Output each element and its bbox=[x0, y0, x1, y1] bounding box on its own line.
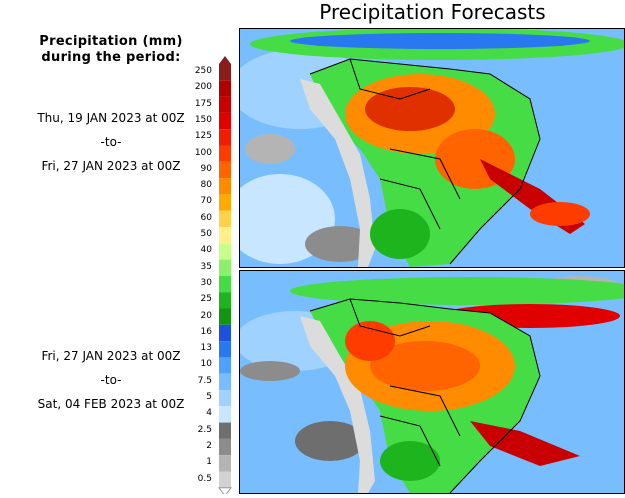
colorbar-top-arrow bbox=[219, 56, 231, 64]
colorbar-swatch bbox=[219, 194, 231, 211]
colorbar-swatch bbox=[219, 259, 231, 276]
period-2-separator: -to- bbox=[100, 373, 122, 387]
legend-title-line-1: Precipitation (mm) bbox=[39, 34, 183, 49]
map-1-dry-patch bbox=[305, 226, 375, 262]
colorbar-bottom-arrow bbox=[218, 487, 232, 497]
colorbar-swatch bbox=[219, 438, 231, 456]
colorbar-swatch bbox=[219, 373, 231, 390]
colorbar-label: 30 bbox=[200, 277, 212, 288]
colorbar-swatch bbox=[219, 471, 231, 488]
map-1-sacz-ocean bbox=[530, 202, 590, 226]
period-1-separator: -to- bbox=[100, 135, 122, 149]
colorbar-swatch bbox=[219, 275, 231, 293]
map-2-south-green bbox=[380, 441, 440, 481]
colorbar-label: 16 bbox=[200, 326, 212, 337]
precipitation-colorbar bbox=[212, 56, 238, 497]
map-1-amazon-core bbox=[365, 87, 455, 131]
forecast-map-period-2 bbox=[239, 270, 625, 494]
colorbar-swatch bbox=[219, 210, 231, 227]
colorbar-label: 35 bbox=[200, 261, 212, 272]
colorbar-swatch bbox=[219, 357, 231, 374]
colorbar-swatch bbox=[219, 178, 231, 195]
colorbar-swatch bbox=[219, 145, 231, 162]
colorbar-swatch bbox=[219, 292, 231, 309]
map-1-borders bbox=[309, 58, 541, 265]
colorbar-swatch bbox=[219, 227, 231, 244]
colorbar-label: 20 bbox=[200, 310, 212, 321]
colorbar-label: 7.5 bbox=[197, 375, 212, 386]
period-1-start: Thu, 19 JAN 2023 at 00Z bbox=[37, 111, 185, 125]
colorbar-swatch bbox=[219, 96, 231, 113]
map-1-dry-patch-2 bbox=[245, 134, 295, 164]
colorbar-label: 40 bbox=[200, 245, 212, 256]
map-2-graphic bbox=[240, 271, 624, 493]
colorbar-label: 80 bbox=[200, 180, 212, 191]
map-2-andes-dry bbox=[300, 316, 375, 493]
colorbar-label: 100 bbox=[194, 147, 212, 158]
colorbar-swatch bbox=[219, 80, 231, 97]
map-1-itcz-core bbox=[290, 33, 590, 49]
map-2-west-amazon bbox=[345, 321, 395, 361]
colorbar-label: 5 bbox=[206, 392, 212, 402]
colorbar-swatch bbox=[219, 406, 231, 423]
colorbar-label: 250 bbox=[194, 66, 212, 76]
colorbar-swatch bbox=[219, 390, 231, 407]
period-1-end: Fri, 27 JAN 2023 at 00Z bbox=[41, 159, 181, 173]
map-1-south-green bbox=[370, 209, 430, 259]
page-title: Precipitation Forecasts bbox=[319, 0, 546, 24]
colorbar-label: 10 bbox=[200, 359, 212, 370]
map-2-amazon-core bbox=[370, 341, 480, 391]
colorbar-graphic bbox=[218, 56, 232, 497]
colorbar-label: 90 bbox=[200, 163, 212, 174]
colorbar-label: 175 bbox=[194, 98, 212, 109]
colorbar-swatch bbox=[219, 243, 231, 260]
colorbar-label: 13 bbox=[200, 343, 212, 354]
period-2-end: Sat, 04 FEB 2023 at 00Z bbox=[37, 397, 185, 411]
colorbar-label: 0.5 bbox=[197, 473, 212, 484]
map-2-dry-patch-2 bbox=[295, 421, 365, 461]
colorbar-swatch bbox=[219, 161, 231, 179]
period-label-2: Fri, 27 JAN 2023 at 00Z -to- Sat, 04 FEB… bbox=[0, 344, 222, 416]
map-2-borders bbox=[309, 298, 541, 493]
map-2-southeast-rain bbox=[470, 421, 580, 466]
colorbar-label: 125 bbox=[194, 131, 212, 142]
colorbar-swatch bbox=[219, 341, 231, 358]
colorbar-swatch bbox=[219, 129, 231, 146]
colorbar-swatch bbox=[219, 64, 231, 81]
colorbar-swatch bbox=[219, 422, 231, 439]
colorbar-label: 2.5 bbox=[197, 424, 212, 435]
colorbar-label: 150 bbox=[194, 114, 212, 125]
colorbar-label: 25 bbox=[200, 294, 212, 305]
map-1-andes-dry bbox=[300, 79, 375, 267]
period-2-start: Fri, 27 JAN 2023 at 00Z bbox=[41, 349, 181, 363]
colorbar-label: 2 bbox=[206, 440, 212, 451]
colorbar-label: 1 bbox=[206, 457, 212, 468]
period-label-1: Thu, 19 JAN 2023 at 00Z -to- Fri, 27 JAN… bbox=[0, 106, 222, 178]
colorbar-swatch bbox=[219, 112, 231, 130]
map-2-dry-patch bbox=[240, 361, 300, 381]
map-1-graphic bbox=[240, 29, 624, 267]
colorbar-swatch bbox=[219, 324, 231, 342]
map-2-itcz bbox=[290, 277, 624, 305]
colorbar-label: 50 bbox=[200, 229, 212, 239]
forecast-map-period-1 bbox=[239, 28, 625, 268]
colorbar-label: 4 bbox=[206, 408, 212, 419]
colorbar-label: 70 bbox=[200, 196, 212, 207]
legend-title: Precipitation (mm) during the period: bbox=[0, 34, 222, 66]
colorbar-label: 200 bbox=[194, 82, 212, 93]
colorbar-swatch bbox=[219, 455, 231, 472]
legend-title-line-2: during the period: bbox=[41, 50, 181, 65]
colorbar-swatch bbox=[219, 308, 231, 325]
colorbar-label: 60 bbox=[200, 212, 212, 223]
